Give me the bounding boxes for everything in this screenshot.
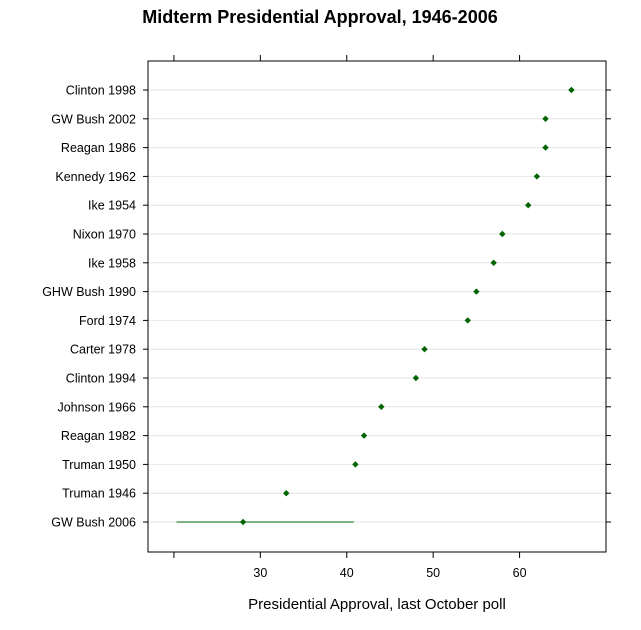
data-point [542,144,549,151]
chart-title: Midterm Presidential Approval, 1946-2006 [142,7,497,27]
category-label: Ike 1954 [88,199,136,213]
category-label: Clinton 1994 [66,372,136,386]
category-label: Ike 1958 [88,256,136,270]
category-label: Johnson 1966 [57,400,136,414]
category-label: Clinton 1998 [66,84,136,98]
data-point [352,461,359,468]
data-point [499,230,506,238]
x-tick-label: 40 [340,566,354,580]
category-label: GW Bush 2002 [51,112,136,126]
data-point [360,432,368,439]
data-point [568,86,575,94]
category-label: Reagan 1986 [61,141,136,155]
data-point [473,288,480,295]
category-labels: Clinton 1998 GW Bush 2002 Reagan 1986 Kenne… [42,84,611,530]
data-point [378,403,385,410]
x-tick-label: 60 [513,566,527,580]
data-point [239,518,247,526]
data-point [412,374,420,382]
category-label: Kennedy 1962 [55,170,136,184]
data-point [542,115,549,122]
x-tick-label: 30 [253,566,267,580]
category-label: Nixon 1970 [73,228,136,242]
category-label: Truman 1950 [62,458,136,472]
x-tick-label: 50 [426,566,440,580]
x-axis-label: Presidential Approval, last October poll [248,596,506,613]
plot-frame [147,60,607,553]
data-point [464,317,471,324]
data-point [283,490,290,497]
gridlines [148,89,606,523]
category-label: Carter 1978 [70,343,136,357]
category-label: Ford 1974 [79,314,136,328]
category-label: GHW Bush 1990 [42,285,136,299]
category-label: Truman 1946 [62,487,136,501]
data-point [525,202,532,209]
x-axis-ticks: 30 40 50 60 [173,55,527,580]
data-points [239,86,575,526]
data-point [421,346,428,353]
data-point [533,173,541,180]
category-label: Reagan 1982 [61,429,136,443]
data-point [490,259,497,266]
category-label: GW Bush 2006 [51,516,136,530]
